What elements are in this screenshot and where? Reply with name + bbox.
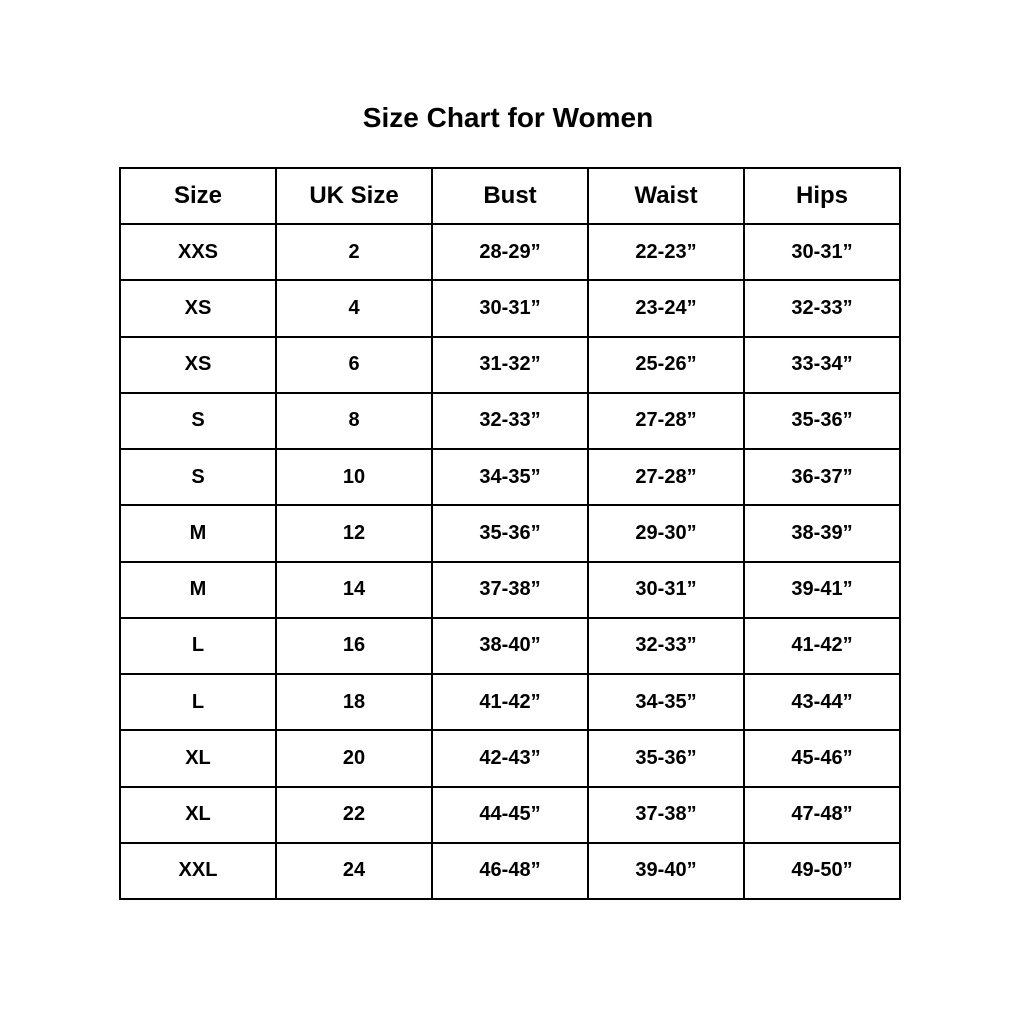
table-cell: 33-34” bbox=[743, 335, 901, 394]
table-cell: 22 bbox=[275, 785, 433, 844]
table-cell: S bbox=[119, 447, 277, 507]
table-header-row: Size UK Size Bust Waist Hips bbox=[119, 167, 901, 225]
table-cell: 39-41” bbox=[743, 560, 901, 619]
table-cell: 12 bbox=[275, 504, 433, 563]
table-cell: 32-33” bbox=[431, 391, 589, 451]
table-row: M 12 35-36” 29-30” 38-39” bbox=[119, 504, 901, 563]
table-cell: 24 bbox=[275, 841, 433, 901]
table-cell: 2 bbox=[275, 222, 433, 282]
table-cell: 8 bbox=[275, 391, 433, 451]
table-cell: 6 bbox=[275, 335, 433, 394]
table-cell: 31-32” bbox=[431, 335, 589, 394]
column-header: UK Size bbox=[275, 167, 433, 225]
table-cell: XL bbox=[119, 785, 277, 844]
table-cell: 34-35” bbox=[587, 672, 745, 732]
table-cell: L bbox=[119, 672, 277, 732]
table-cell: 30-31” bbox=[587, 560, 745, 619]
table-cell: 37-38” bbox=[431, 560, 589, 619]
table-cell: 39-40” bbox=[587, 841, 745, 901]
table-cell: 36-37” bbox=[743, 447, 901, 507]
table-row: M 14 37-38” 30-31” 39-41” bbox=[119, 560, 901, 619]
table-cell: 23-24” bbox=[587, 279, 745, 338]
table-cell: 45-46” bbox=[743, 729, 901, 788]
table-row: S 8 32-33” 27-28” 35-36” bbox=[119, 391, 901, 451]
table-row: XS 4 30-31” 23-24” 32-33” bbox=[119, 279, 901, 338]
column-header: Waist bbox=[587, 167, 745, 225]
table-cell: 35-36” bbox=[743, 391, 901, 451]
table-cell: 46-48” bbox=[431, 841, 589, 901]
table-cell: 20 bbox=[275, 729, 433, 788]
table-body: XXS 2 28-29” 22-23” 30-31” XS 4 30-31” 23-24” 32-… bbox=[119, 222, 901, 901]
page-title: Size Chart for Women bbox=[362, 102, 654, 133]
table-cell: 42-43” bbox=[431, 729, 589, 788]
table-cell: 41-42” bbox=[743, 616, 901, 676]
table-cell: 16 bbox=[275, 616, 433, 676]
table-cell: 32-33” bbox=[587, 616, 745, 676]
table-cell: 22-23” bbox=[587, 222, 745, 282]
table-cell: 28-29” bbox=[431, 222, 589, 282]
table-cell: S bbox=[119, 391, 277, 451]
table-cell: 37-38” bbox=[587, 785, 745, 844]
table-cell: 14 bbox=[275, 560, 433, 619]
table-cell: 49-50” bbox=[743, 841, 901, 901]
table-row: S 10 34-35” 27-28” 36-37” bbox=[119, 447, 901, 507]
table-cell: XS bbox=[119, 335, 277, 394]
table-cell: 34-35” bbox=[431, 447, 589, 507]
table-row: XS 6 31-32” 25-26” 33-34” bbox=[119, 335, 901, 394]
table-cell: 44-45” bbox=[431, 785, 589, 844]
column-header: Hips bbox=[743, 167, 901, 225]
table-cell: 35-36” bbox=[431, 504, 589, 563]
table-cell: 27-28” bbox=[587, 447, 745, 507]
table-cell: 41-42” bbox=[431, 672, 589, 732]
table-cell: 27-28” bbox=[587, 391, 745, 451]
table-cell: 32-33” bbox=[743, 279, 901, 338]
table-row: L 16 38-40” 32-33” 41-42” bbox=[119, 616, 901, 676]
table-cell: 30-31” bbox=[431, 279, 589, 338]
table-cell: 38-40” bbox=[431, 616, 589, 676]
table-row: XL 20 42-43” 35-36” 45-46” bbox=[119, 729, 901, 788]
table-cell: XL bbox=[119, 729, 277, 788]
size-chart-table: Size UK Size Bust Waist Hips XXS 2 28-29” 22-23… bbox=[119, 167, 901, 901]
column-header: Size bbox=[119, 167, 277, 225]
table-cell: M bbox=[119, 560, 277, 619]
table-row: XL 22 44-45” 37-38” 47-48” bbox=[119, 785, 901, 844]
table-cell: 4 bbox=[275, 279, 433, 338]
table-row: XXL 24 46-48” 39-40” 49-50” bbox=[119, 841, 901, 901]
table-cell: 25-26” bbox=[587, 335, 745, 394]
table-cell: 18 bbox=[275, 672, 433, 732]
column-header: Bust bbox=[431, 167, 589, 225]
table-cell: 47-48” bbox=[743, 785, 901, 844]
table-cell: 35-36” bbox=[587, 729, 745, 788]
table-row: XXS 2 28-29” 22-23” 30-31” bbox=[119, 222, 901, 282]
table-cell: XXS bbox=[119, 222, 277, 282]
table-cell: XXL bbox=[119, 841, 277, 901]
table-cell: 30-31” bbox=[743, 222, 901, 282]
table-cell: 43-44” bbox=[743, 672, 901, 732]
table-row: L 18 41-42” 34-35” 43-44” bbox=[119, 672, 901, 732]
table-cell: M bbox=[119, 504, 277, 563]
table-cell: 10 bbox=[275, 447, 433, 507]
table-cell: XS bbox=[119, 279, 277, 338]
table-cell: L bbox=[119, 616, 277, 676]
table-cell: 38-39” bbox=[743, 504, 901, 563]
table-cell: 29-30” bbox=[587, 504, 745, 563]
